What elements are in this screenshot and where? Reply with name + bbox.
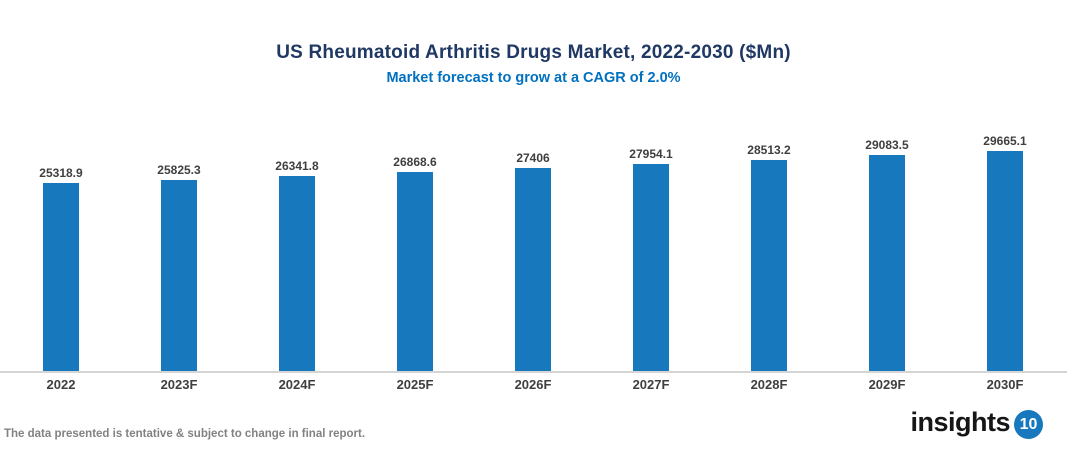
bar-2028F [751,159,787,371]
bar-column-2028F: 28513.2 [710,110,828,371]
x-axis-label-2029F: 2029F [868,377,906,392]
x-axis-label-2028F: 2028F [750,377,788,392]
bar-2025F [397,171,433,371]
bar-value-label: 29665.1 [983,134,1027,148]
insights10-logo: insights 10 [910,406,1043,439]
chart-subtitle: Market forecast to grow at a CAGR of 2.0… [386,70,681,86]
bar-2027F [633,163,669,371]
bar-value-label: 25318.9 [39,166,83,181]
bar-column-2024F: 26341.8 [238,110,356,371]
x-axis-label-2022: 2022 [46,377,76,392]
logo-text: insights [910,407,1010,437]
logo-badge-circle: 10 [1014,410,1043,439]
x-axis-label-2026F: 2026F [514,377,552,392]
bar-column-2023F: 25825.3 [120,110,238,371]
bar-value-label: 26341.8 [275,158,319,173]
bar-column-2022: 25318.9 [2,110,120,371]
x-axis-labels: 2022 2023F 2024F 2025F 2026F 2027F 2028F 2029F 2… [2,377,1064,392]
bar-value-label: 26868.6 [393,154,437,169]
bar-value-label: 25825.3 [157,162,201,177]
x-axis-label-2023F: 2023F [160,377,198,392]
x-axis-label-2027F: 2027F [632,377,670,392]
x-axis-label-2030F: 2030F [986,377,1024,392]
bar-2029F [869,155,905,371]
bar-2022 [43,183,79,371]
bar-value-label: 27406 [516,150,550,165]
bar-column-2026F: 27406 [474,110,592,371]
bar-2024F [279,175,315,371]
bar-column-2025F: 26868.6 [356,110,474,371]
footer-disclaimer: The data presented is tentative & subjec… [4,428,366,440]
bar-2026F [515,167,551,371]
bar-value-label: 28513.2 [747,142,791,157]
bar-2023F [161,179,197,371]
bar-column-2029F: 29083.5 [828,110,946,371]
chart-title: US Rheumatoid Arthritis Drugs Market, 20… [276,42,791,63]
bar-plot-area: 25318.9 25825.3 26341.8 26868.6 27406 27954.1… [2,110,1064,371]
x-axis-label-2024F: 2024F [278,377,316,392]
bar-value-label: 27954.1 [629,146,673,161]
x-axis-line [0,371,1067,373]
bar-column-2027F: 27954.1 [592,110,710,371]
bar-2030F [987,151,1023,371]
bar-column-2030F: 29665.1 [946,110,1064,371]
x-axis-label-2025F: 2025F [396,377,434,392]
bar-value-label: 29083.5 [865,138,909,153]
